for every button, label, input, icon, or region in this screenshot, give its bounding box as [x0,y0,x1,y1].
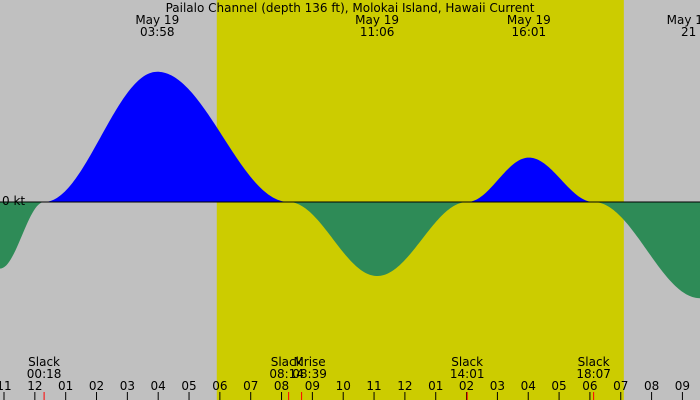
top-event-date: May 19 [355,13,399,27]
hour-label: 07 [243,379,258,393]
hour-label: 03 [490,379,505,393]
zero-label: 0 kt [2,194,25,208]
flood-area-3 [468,157,596,203]
hour-label: 06 [582,379,597,393]
hour-label: 10 [336,379,351,393]
bottom-event-time: 18:07 [576,367,611,381]
bottom-event-time: 08:39 [292,367,327,381]
top-event-date: May 19 [667,13,700,27]
ebb-area-4 [595,202,700,299]
bottom-event-label: Mrise [293,355,325,369]
bottom-event-time: 00:18 [27,367,62,381]
bottom-event-time: 14:01 [450,367,485,381]
bottom-event-label: Slack [271,355,303,369]
hour-label: 05 [551,379,566,393]
hour-label: 03 [120,379,135,393]
top-event-time: 21 [681,25,696,39]
hour-label: 07 [613,379,628,393]
hour-label: 06 [212,379,227,393]
hour-label: 12 [397,379,412,393]
flood-area-1 [44,71,290,203]
hour-label: 12 [27,379,42,393]
hour-label: 09 [675,379,690,393]
top-event-date: May 19 [507,13,551,27]
top-event-time: 03:58 [140,25,175,39]
ebb-area-0 [0,201,45,269]
bottom-event-label: Slack [578,355,610,369]
hour-label: 04 [521,379,536,393]
bottom-event-label: Slack [451,355,483,369]
chart-title: Pailalo Channel (depth 136 ft), Molokai … [166,1,535,15]
top-event-time: 16:01 [512,25,547,39]
hour-label: 02 [89,379,104,393]
top-event-time: 11:06 [360,25,395,39]
hour-ticks [3,392,683,400]
hour-label: 09 [305,379,320,393]
hour-label: 02 [459,379,474,393]
hour-labels: 11 12 01 02 03 04 05 06 07 08 09 10 11 12 01 02 03 04 05 06… [0,379,690,393]
bottom-event-labels: Slack00:18Slack08:14Mrise08:39Slack14:01… [27,355,611,381]
hour-label: 05 [181,379,196,393]
hour-label: 01 [428,379,443,393]
hour-label: 04 [151,379,166,393]
hour-label: 08 [644,379,659,393]
ebb-area-2 [289,201,469,276]
bottom-event-label: Slack [28,355,60,369]
hour-label: 01 [58,379,73,393]
hour-label: 11 [0,379,12,393]
current-curve [0,71,700,299]
hour-label: 11 [366,379,381,393]
bottom-event-time: 08:14 [269,367,304,381]
top-event-date: May 19 [135,13,179,27]
hour-label: 08 [274,379,289,393]
